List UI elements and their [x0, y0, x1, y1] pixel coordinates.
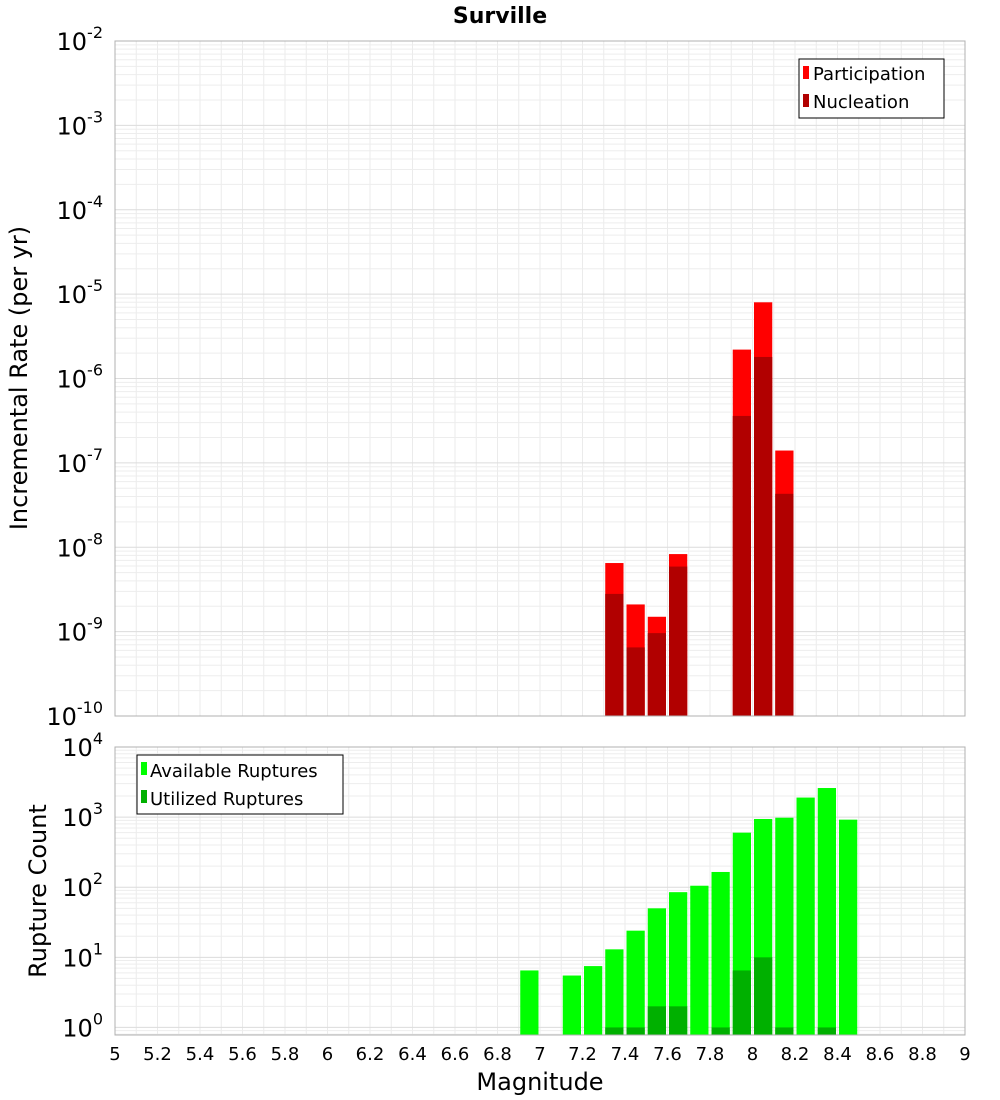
available-ruptures-bar	[817, 788, 836, 1035]
bottom-legend: Available Ruptures Utilized Ruptures	[136, 754, 344, 815]
x-tick-label: 8.4	[823, 1044, 852, 1065]
top-grid	[114, 40, 966, 717]
y-tick-label: 10-10	[46, 698, 103, 731]
x-tick-label: 7.8	[696, 1044, 725, 1065]
x-tick-label: 7.2	[568, 1044, 597, 1065]
x-tick-label: 6.6	[441, 1044, 470, 1065]
x-tick-label: 9	[959, 1044, 970, 1065]
participation-legend-label: Participation	[813, 64, 925, 85]
x-tick-label: 8.2	[781, 1044, 810, 1065]
bottom-legend-box	[136, 754, 344, 815]
top-legend-box	[798, 58, 945, 119]
top-bars	[605, 302, 794, 716]
available-ruptures-bar	[711, 871, 730, 1035]
available-legend-label: Available Ruptures	[150, 761, 318, 782]
y-tick-label: 10-8	[57, 529, 104, 562]
available-ruptures-bar	[669, 892, 688, 1035]
x-tick-label: 5.8	[271, 1044, 300, 1065]
x-tick-label: 6.2	[356, 1044, 385, 1065]
y-tick-label: 10-7	[57, 445, 104, 478]
bottom-plot-border	[114, 746, 966, 1036]
utilized-ruptures-bar	[669, 1006, 688, 1035]
x-tick-label: 5.2	[143, 1044, 172, 1065]
available-ruptures-bar	[690, 885, 709, 1035]
x-tick-label: 8.8	[908, 1044, 937, 1065]
x-ticks: 5 5.2 5.4 5.6 5.8 6 6.2 6.4 6.6 6.8 7 7.2 7.4 7.6 7.8 8…	[109, 1044, 970, 1065]
utilized-ruptures-bar	[626, 1027, 645, 1035]
nucleation-bar	[775, 493, 794, 716]
x-tick-label: 5.6	[228, 1044, 257, 1065]
y-tick-label: 10-6	[57, 361, 104, 394]
available-ruptures-bar	[605, 949, 624, 1035]
utilized-ruptures-bar	[817, 1027, 836, 1035]
bottom-bars	[520, 788, 858, 1035]
x-tick-label: 7.6	[653, 1044, 682, 1065]
nucleation-bar	[647, 633, 666, 716]
available-ruptures-bar	[775, 817, 794, 1035]
chart-title: Surville	[453, 4, 547, 29]
available-ruptures-bar	[520, 970, 539, 1035]
utilized-ruptures-bar	[647, 1006, 666, 1035]
utilized-ruptures-bar	[732, 970, 751, 1035]
x-axis-title: Magnitude	[476, 1068, 603, 1096]
nucleation-bar	[605, 593, 624, 716]
utilized-ruptures-bar	[711, 1027, 730, 1035]
x-tick-label: 7	[534, 1044, 545, 1065]
y-tick-label: 102	[62, 869, 103, 902]
x-tick-label: 6	[322, 1044, 333, 1065]
y-tick-label: 10-5	[57, 276, 104, 309]
x-tick-label: 6.8	[483, 1044, 512, 1065]
utilized-legend-label: Utilized Ruptures	[150, 789, 303, 810]
utilized-ruptures-bar	[754, 957, 773, 1035]
y-tick-label: 101	[62, 939, 103, 972]
y-tick-label: 10-3	[57, 107, 104, 140]
y-tick-label: 10-2	[57, 23, 104, 56]
nucleation-bar	[669, 566, 688, 716]
available-ruptures-bar	[562, 975, 581, 1035]
nucleation-legend-label: Nucleation	[813, 92, 909, 113]
nucleation-bar	[626, 647, 645, 716]
x-tick-label: 5	[109, 1044, 120, 1065]
available-ruptures-bar	[647, 908, 666, 1035]
x-tick-label: 7.4	[611, 1044, 640, 1065]
top-y-axis-title: Incremental Rate (per yr)	[5, 226, 33, 530]
y-tick-label: 103	[62, 799, 103, 832]
x-tick-label: 8.6	[866, 1044, 895, 1065]
available-ruptures-bar	[626, 930, 645, 1035]
nucleation-bar	[754, 356, 773, 716]
nucleation-legend-swatch	[803, 94, 809, 107]
participation-legend-swatch	[803, 66, 809, 79]
y-tick-label: 100	[62, 1009, 103, 1042]
utilized-ruptures-bar	[605, 1027, 624, 1035]
y-tick-label: 10-4	[57, 192, 104, 225]
bottom-plot: 100 101 102 103 104 5 5.2 5.4 5.6 5.8 6 6.2 6.4 6.6 6…	[24, 729, 971, 1096]
y-tick-label: 10-9	[57, 614, 104, 647]
x-tick-label: 5.4	[186, 1044, 215, 1065]
available-ruptures-bar	[796, 797, 815, 1035]
top-y-ticks: 10-10 10-9 10-8 10-7 10-6 10-5 10-4 10-3 10-2	[46, 23, 103, 731]
available-legend-swatch	[141, 762, 147, 775]
bottom-y-ticks: 100 101 102 103 104	[62, 729, 103, 1042]
y-tick-label: 104	[62, 729, 103, 762]
x-tick-label: 6.4	[398, 1044, 427, 1065]
top-plot-border	[114, 40, 966, 717]
available-ruptures-bar	[584, 966, 603, 1035]
available-ruptures-bar	[839, 819, 858, 1035]
nucleation-bar	[732, 415, 751, 716]
top-plot: 10-10 10-9 10-8 10-7 10-6 10-5 10-4 10-3 10-2 In…	[5, 23, 966, 731]
top-legend: Participation Nucleation	[798, 58, 945, 119]
x-tick-label: 8	[747, 1044, 758, 1065]
utilized-legend-swatch	[141, 790, 147, 803]
bottom-y-axis-title: Rupture Count	[24, 804, 52, 978]
utilized-ruptures-bar	[775, 1027, 794, 1035]
